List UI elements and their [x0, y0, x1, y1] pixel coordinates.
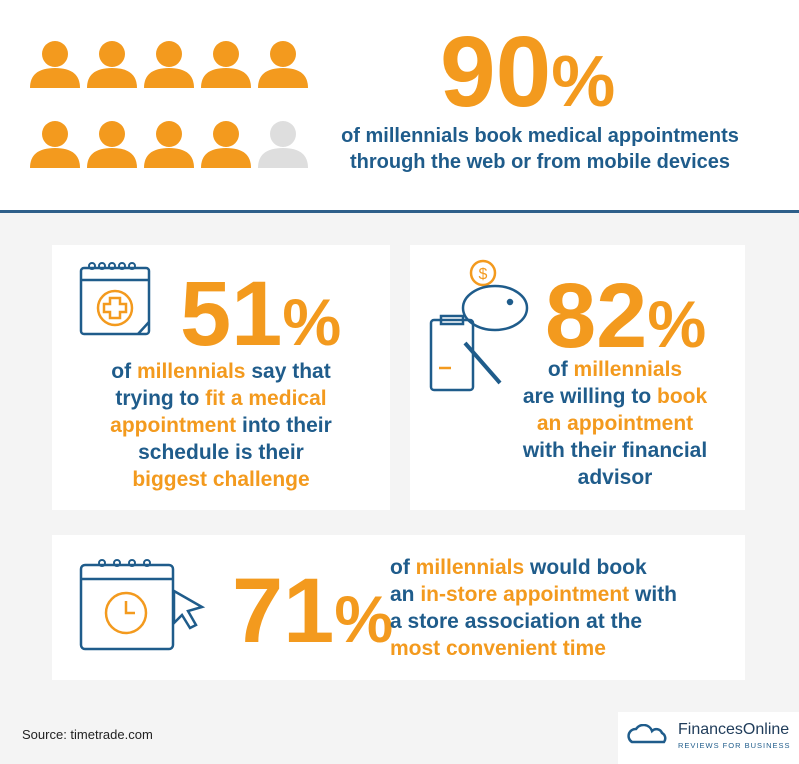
stat-number: 90: [440, 16, 552, 128]
text: trying to: [115, 387, 206, 410]
card-text: of millennials say that trying to fit a m…: [52, 358, 390, 493]
text: of: [390, 556, 416, 579]
text-line: schedule is their: [52, 439, 390, 466]
highlight-text: in-store appointment: [420, 583, 630, 606]
text-line: are willing to book: [470, 383, 760, 410]
text-line: of millennials: [470, 356, 760, 383]
highlight-text: an appointment: [536, 412, 694, 435]
stat-number: 51: [180, 263, 283, 365]
text: with: [629, 583, 678, 606]
text: of: [547, 358, 574, 381]
card: [410, 245, 745, 510]
text: are willing to: [522, 385, 657, 408]
stat-unit: %: [551, 42, 616, 122]
text: with their financial: [522, 439, 708, 462]
header-text: of millennials book medical appointments…: [310, 123, 770, 175]
text: into their: [236, 414, 332, 437]
card-text: of millennials are willing to book an appo…: [470, 356, 760, 491]
text-line: an appointment: [470, 410, 760, 437]
highlight-text: millennials: [136, 360, 246, 383]
text-line: trying to fit a medical: [52, 385, 390, 412]
text-line: biggest challenge: [52, 466, 390, 493]
card-text: of millennials would book an in-store app…: [390, 554, 677, 662]
text: advisor: [577, 466, 653, 489]
calendar-clock-icon: [79, 559, 206, 651]
highlight-text: most convenient time: [390, 637, 606, 660]
people-icons: [30, 41, 308, 168]
text-line: advisor: [470, 464, 760, 491]
text: a store association at the: [390, 610, 643, 633]
highlight-text: appointment: [110, 414, 237, 437]
text-line: of millennials say that: [52, 358, 390, 385]
stat-unit: %: [647, 288, 707, 362]
text-line: with their financial: [470, 437, 760, 464]
top-section: [0, 0, 799, 213]
highlight-text: fit a medical: [205, 387, 327, 410]
svg-text:$: $: [479, 266, 488, 283]
text: of millennials book medical appointments: [341, 125, 739, 147]
text-line: a store association at the: [390, 608, 677, 635]
highlight-text: biggest challenge: [132, 468, 310, 491]
highlight-text: book: [657, 385, 708, 408]
text-line: most convenient time: [390, 635, 677, 662]
highlight-text: millennials: [415, 556, 525, 579]
text: say that: [245, 360, 331, 383]
text-line: an in-store appointment with: [390, 581, 677, 608]
header-stat: 90%: [440, 22, 615, 122]
text-line: appointment into their: [52, 412, 390, 439]
stat-unit: %: [334, 583, 394, 657]
piggy-bank-icon: $: [429, 259, 529, 392]
card-stat: 82%: [545, 270, 706, 362]
text-line: through the web or from mobile devices: [310, 149, 770, 175]
stat-number: 71: [232, 560, 335, 662]
stat-number: 82: [545, 265, 648, 367]
logo: FinancesOnline REVIEWS FOR BUSINESS: [618, 712, 799, 764]
highlight-text: millennials: [573, 358, 683, 381]
text: an: [390, 583, 421, 606]
text: would book: [524, 556, 647, 579]
logo-name: FinancesOnline: [678, 721, 790, 738]
text: schedule is their: [138, 441, 304, 464]
calendar-medical-icon: [79, 262, 151, 336]
text: of: [111, 360, 137, 383]
text-line: of millennials would book: [390, 554, 677, 581]
text-line: of millennials book medical appointments: [310, 123, 770, 149]
card-stat: 71%: [232, 565, 393, 657]
card: [52, 245, 390, 510]
stat-unit: %: [282, 286, 342, 360]
card: [52, 535, 745, 680]
logo-tagline: REVIEWS FOR BUSINESS: [678, 741, 791, 750]
card-stat: 51%: [180, 268, 341, 360]
source: Source: timetrade.com: [22, 727, 153, 742]
text: through the web or from mobile devices: [349, 151, 731, 173]
logo-mark: [627, 724, 667, 744]
